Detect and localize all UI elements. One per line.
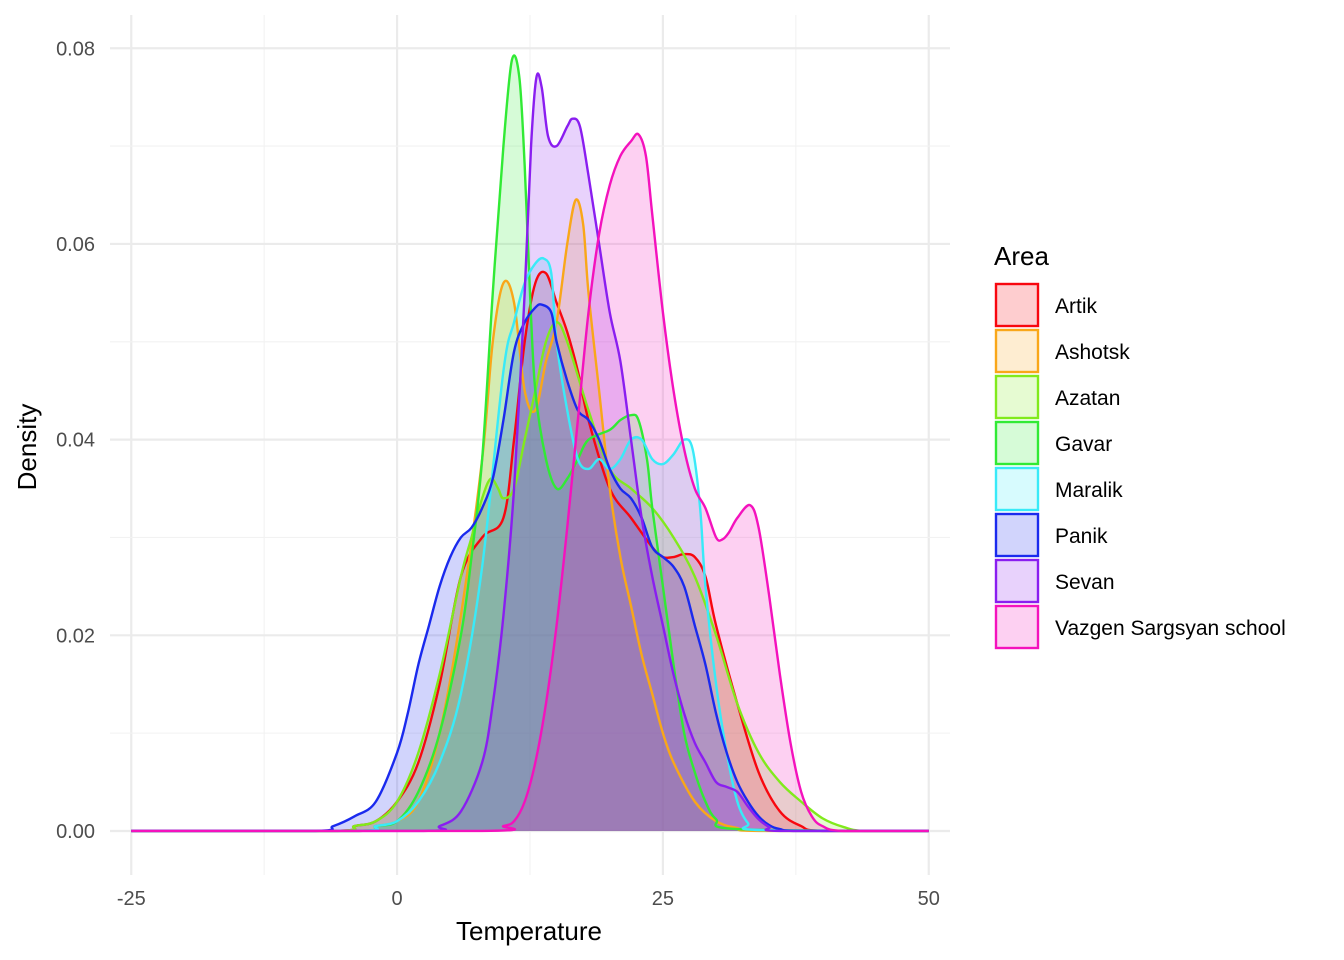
legend-label: Maralik <box>1055 479 1123 502</box>
legend-label: Sevan <box>1055 571 1115 594</box>
x-axis-ticks: -25 0 25 50 <box>117 888 940 910</box>
density-outlines <box>131 54 929 833</box>
density-area-panik <box>131 304 929 831</box>
density-line-azatan <box>131 321 929 833</box>
legend-label: Azatan <box>1055 387 1120 410</box>
density-line-sevan <box>131 72 929 833</box>
legend-label: Ashotsk <box>1055 341 1130 364</box>
legend-swatch <box>994 604 1040 650</box>
legend-item: Azatan <box>994 374 1120 420</box>
legend-swatch <box>994 328 1040 374</box>
legend-swatch <box>994 282 1040 328</box>
legend-item: Ashotsk <box>994 328 1130 374</box>
density-area-sevan <box>131 73 929 831</box>
x-tick-label: -25 <box>117 888 146 910</box>
legend-label: Vazgen Sargsyan school <box>1055 617 1286 640</box>
density-area-ashotsk <box>131 199 929 831</box>
density-area-artik <box>131 271 929 831</box>
y-tick-label: 0.00 <box>56 821 95 843</box>
density-area-azatan <box>131 322 929 831</box>
density-line-vazgen-sargsyan-school <box>131 132 929 833</box>
legend: Area Artik Ashotsk Azatan Gavar Maralik Panik… <box>994 241 1286 650</box>
legend-label: Artik <box>1055 295 1098 318</box>
legend-title: Area <box>994 241 1049 271</box>
y-tick-label: 0.04 <box>56 430 95 452</box>
density-line-maralik <box>131 256 929 833</box>
legend-swatch <box>994 466 1040 512</box>
legend-item: Panik <box>994 512 1108 558</box>
y-tick-label: 0.06 <box>56 234 95 256</box>
legend-item: Maralik <box>994 466 1123 512</box>
density-area-maralik <box>131 258 929 831</box>
density-line-panik <box>131 303 929 833</box>
x-axis-title: Temperature <box>456 916 602 946</box>
legend-item: Sevan <box>994 558 1115 604</box>
legend-item: Gavar <box>994 420 1112 466</box>
legend-item: Artik <box>994 282 1098 328</box>
legend-items: Artik Ashotsk Azatan Gavar Maralik Panik Sevan… <box>994 282 1286 650</box>
y-axis-ticks: 0.00 0.02 0.04 0.06 0.08 <box>56 38 95 843</box>
legend-item: Vazgen Sargsyan school <box>994 604 1286 650</box>
x-tick-label: 25 <box>652 888 674 910</box>
density-areas <box>131 55 929 831</box>
density-area-vazgen-sargsyan-school <box>131 133 929 831</box>
legend-swatch <box>994 420 1040 466</box>
y-tick-label: 0.02 <box>56 625 95 647</box>
legend-swatch <box>994 558 1040 604</box>
legend-label: Gavar <box>1055 433 1112 456</box>
legend-swatch <box>994 512 1040 558</box>
y-axis-title: Density <box>12 404 42 491</box>
y-tick-label: 0.08 <box>56 38 95 60</box>
density-area-gavar <box>131 55 929 831</box>
grid-lines <box>110 15 950 875</box>
legend-swatch <box>994 374 1040 420</box>
x-tick-label: 50 <box>918 888 940 910</box>
legend-label: Panik <box>1055 525 1108 548</box>
x-tick-label: 0 <box>392 888 403 910</box>
